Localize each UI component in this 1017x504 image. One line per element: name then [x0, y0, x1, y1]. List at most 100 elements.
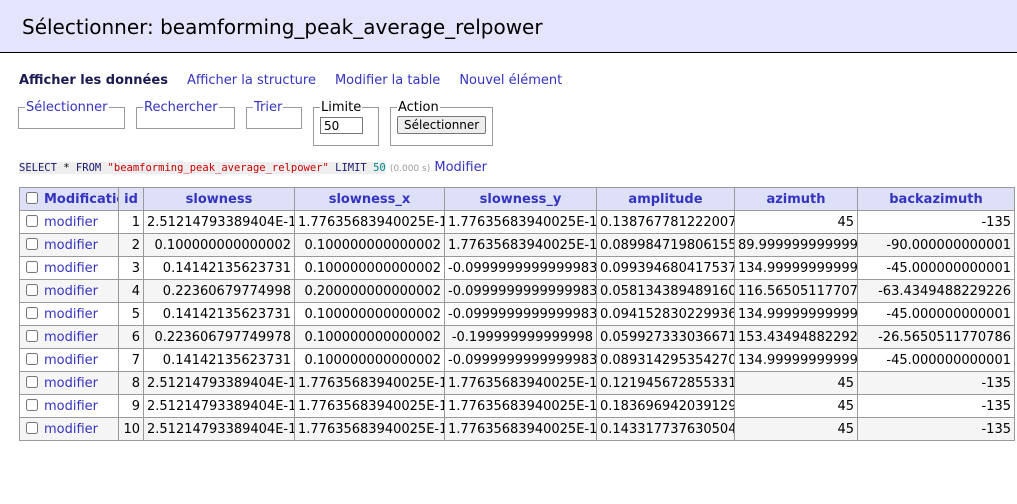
- table-cell: modifier: [19, 279, 119, 303]
- table-cell: 0.223606797749978: [143, 325, 295, 349]
- select-all-checkbox[interactable]: [26, 191, 38, 204]
- table-cell: -45.000000000001: [857, 256, 1015, 280]
- edit-row-link[interactable]: modifier: [44, 283, 99, 299]
- cell-value: -135: [981, 375, 1011, 391]
- table-cell: -0.0999999999999983: [444, 348, 597, 372]
- limit-fieldset: Limite: [313, 100, 379, 146]
- row-checkbox[interactable]: [26, 260, 38, 273]
- search-fieldset[interactable]: Rechercher: [136, 100, 235, 129]
- edit-row-link[interactable]: modifier: [44, 398, 99, 414]
- cell-value: -90.000000000001: [886, 237, 1011, 253]
- cell-value: -45.000000000001: [886, 352, 1011, 368]
- fieldset-legend[interactable]: Rechercher: [144, 100, 218, 115]
- column-label[interactable]: slowness_y: [479, 191, 562, 207]
- table-cell: 0.100000000000002: [294, 256, 445, 280]
- cell-value: 0.0993946804175378: [600, 260, 735, 276]
- limit-input[interactable]: [320, 117, 363, 134]
- table-cell: 0.0581343894891605: [596, 279, 735, 303]
- column-label[interactable]: azimuth: [766, 191, 826, 207]
- select-fieldset[interactable]: Sélectionner: [18, 100, 125, 129]
- cell-value: 0.100000000000002: [304, 237, 441, 253]
- fieldset-legend: Action: [398, 100, 439, 115]
- nav-link[interactable]: Nouvel élément: [459, 73, 563, 88]
- table-cell: 0.200000000000002: [294, 279, 445, 303]
- edit-row-link[interactable]: modifier: [44, 352, 99, 368]
- column-header[interactable]: backazimuth: [857, 187, 1015, 211]
- cell-value: 0.094152830229936: [600, 306, 735, 322]
- column-header[interactable]: slowness_x: [294, 187, 445, 211]
- table-cell: -0.199999999999998: [444, 325, 597, 349]
- nav-link[interactable]: Modifier la table: [334, 73, 441, 88]
- table-cell: -135: [857, 417, 1015, 441]
- column-label[interactable]: amplitude: [628, 191, 703, 207]
- table-cell: 1.77635683940025E-15: [444, 394, 597, 418]
- table-cell: 45: [734, 394, 858, 418]
- row-checkbox[interactable]: [26, 214, 38, 227]
- table-row: modifier 3 0.14142135623731 0.1000000000000…: [19, 256, 1015, 280]
- column-label[interactable]: backazimuth: [889, 191, 983, 207]
- edit-row-link[interactable]: modifier: [44, 329, 99, 345]
- table-cell: 0.100000000000002: [294, 233, 445, 257]
- table-row: modifier 6 0.223606797749978 0.100000000000…: [19, 325, 1015, 349]
- cell-value: 134.999999999999: [738, 306, 858, 322]
- table-cell: 0.0993946804175378: [596, 256, 735, 280]
- sort-fieldset[interactable]: Trier: [246, 100, 302, 129]
- row-checkbox[interactable]: [26, 306, 38, 319]
- edit-row-link[interactable]: modifier: [44, 237, 99, 253]
- cell-value: -45.000000000001: [886, 306, 1011, 322]
- edit-row-link[interactable]: modifier: [44, 260, 99, 276]
- cell-value: -0.0999999999999983: [448, 283, 597, 299]
- edit-row-link[interactable]: modifier: [44, 306, 99, 322]
- edit-query-link[interactable]: Modifier: [434, 160, 487, 175]
- table-cell: modifier: [19, 302, 119, 326]
- column-header[interactable]: id: [118, 187, 144, 211]
- cell-value: -135: [981, 421, 1011, 437]
- fieldset-legend[interactable]: Sélectionner: [26, 100, 108, 115]
- cell-value: -26.5650511770786: [878, 329, 1011, 345]
- cell-value: 0.0599273330366713: [600, 329, 735, 345]
- edit-row-link[interactable]: modifier: [44, 421, 99, 437]
- table-cell: 153.434948822921: [734, 325, 858, 349]
- column-header[interactable]: azimuth: [734, 187, 858, 211]
- cell-value: 1: [131, 214, 140, 230]
- row-checkbox[interactable]: [26, 329, 38, 342]
- table-cell: modifier: [19, 371, 119, 395]
- table-cell: 0.143317737630504: [596, 417, 735, 441]
- row-checkbox[interactable]: [26, 421, 38, 434]
- table-cell: -0.0999999999999983: [444, 302, 597, 326]
- select-button[interactable]: Sélectionner: [397, 116, 487, 134]
- row-checkbox[interactable]: [26, 283, 38, 296]
- sql-table: "beamforming_peak_average_relpower": [107, 162, 329, 174]
- column-label[interactable]: id: [124, 191, 138, 207]
- row-checkbox[interactable]: [26, 375, 38, 388]
- cell-value: 7: [131, 352, 140, 368]
- fieldset-legend[interactable]: Trier: [254, 100, 283, 115]
- cell-value: 0.223606797749978: [154, 329, 291, 345]
- column-label[interactable]: slowness_x: [328, 191, 411, 207]
- column-header[interactable]: amplitude: [596, 187, 735, 211]
- column-header[interactable]: slowness: [143, 187, 295, 211]
- cell-value: 45: [837, 214, 854, 230]
- fieldset-legend: Limite: [321, 100, 362, 115]
- table-cell: 45: [734, 210, 858, 234]
- table-cell: 2.51214793389404E-15: [143, 210, 295, 234]
- table-cell: -26.5650511770786: [857, 325, 1015, 349]
- table-cell: 5: [118, 302, 144, 326]
- table-cell: modifier: [19, 394, 119, 418]
- row-checkbox[interactable]: [26, 352, 38, 365]
- table-cell: -45.000000000001: [857, 348, 1015, 372]
- edit-row-link[interactable]: modifier: [44, 214, 99, 230]
- row-checkbox[interactable]: [26, 398, 38, 411]
- cell-value: 0.14142135623731: [162, 260, 291, 276]
- cell-value: 1.77635683940025E-15: [448, 237, 597, 253]
- cell-value: 45: [837, 375, 854, 391]
- column-label[interactable]: slowness: [185, 191, 253, 207]
- row-checkbox[interactable]: [26, 237, 38, 250]
- nav-link[interactable]: Afficher la structure: [186, 73, 316, 88]
- edit-row-link[interactable]: modifier: [44, 375, 99, 391]
- table-row: modifier 7 0.14142135623731 0.1000000000000…: [19, 348, 1015, 372]
- table-cell: 1.77635683940025E-15: [294, 417, 445, 441]
- column-header: Modification: [19, 187, 119, 211]
- column-header[interactable]: slowness_y: [444, 187, 597, 211]
